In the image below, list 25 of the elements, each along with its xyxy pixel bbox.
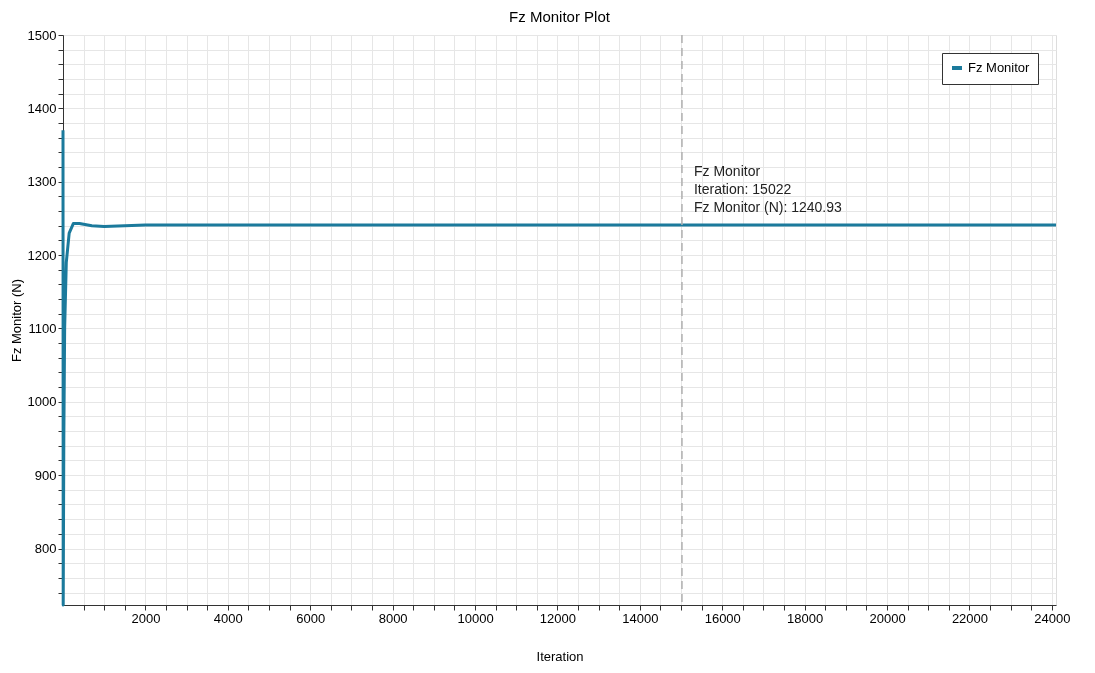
x-tick-label: 18000: [787, 610, 824, 626]
x-tick-label: 14000: [622, 610, 659, 626]
x-tick-label: 10000: [457, 610, 494, 626]
y-tick-label: 1000: [27, 394, 57, 410]
x-tick-label: 20000: [869, 610, 906, 626]
x-axis-title: Iteration: [536, 648, 584, 664]
annotation: Fz Monitor Iteration: 15022 Fz Monitor (N): 1240.93: [693, 163, 842, 216]
y-tick-label: 1400: [27, 100, 57, 116]
y-tick-label: 900: [34, 467, 57, 483]
x-tick-label: 2000: [131, 610, 161, 626]
x-tick-label: 22000: [951, 610, 989, 626]
y-axis-title: Fz Monitor (N): [8, 278, 24, 363]
legend-label: Fz Monitor: [968, 60, 1031, 75]
x-tick-label: 16000: [704, 610, 741, 626]
x-tick-label: 4000: [213, 610, 243, 626]
y-tick-label: 1500: [27, 27, 57, 43]
x-tick-label: 12000: [539, 610, 577, 626]
y-tick-label: 800: [34, 541, 57, 557]
y-tick-label: 1200: [27, 247, 57, 263]
chart-title: Fz Monitor Plot: [509, 8, 611, 25]
x-tick-label: 24000: [1034, 610, 1071, 626]
x-tick-label: 8000: [378, 610, 408, 626]
x-tick-label: 6000: [296, 610, 326, 626]
y-tick-label: 1100: [28, 320, 57, 336]
y-tick-label: 1300: [27, 174, 57, 190]
